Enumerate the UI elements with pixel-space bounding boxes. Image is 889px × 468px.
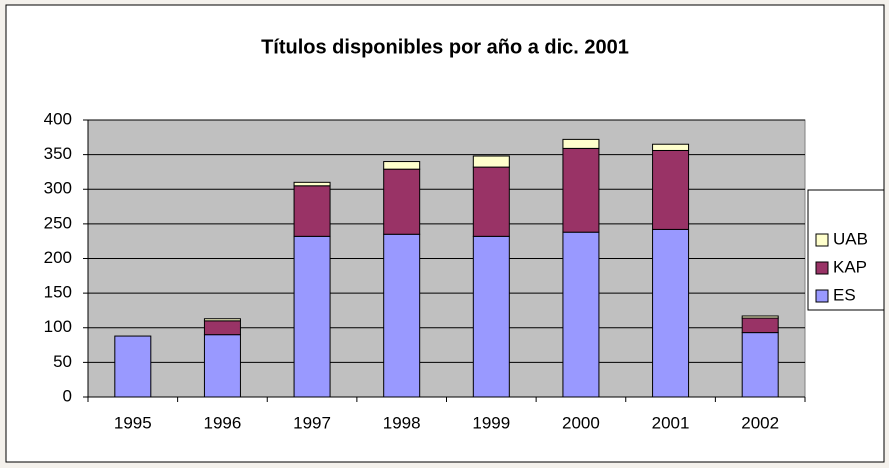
bar-segment [293, 235, 331, 398]
bar-segment [472, 155, 510, 168]
y-tick-label: 250 [44, 213, 72, 232]
bar-segment [741, 315, 779, 319]
y-tick-label: 400 [44, 109, 72, 128]
bar-segment [741, 332, 779, 398]
y-tick-label: 200 [44, 248, 72, 267]
legend-swatch [815, 261, 829, 275]
chart-title: Títulos disponibles por año a dic. 2001 [261, 36, 629, 58]
y-tick-label: 150 [44, 283, 72, 302]
bar-segment [383, 168, 421, 235]
x-tick-label: 1997 [293, 413, 331, 432]
x-tick-label: 1995 [114, 413, 152, 432]
y-tick-label: 0 [63, 386, 72, 405]
y-tick-label: 50 [53, 352, 72, 371]
bar-segment [383, 161, 421, 170]
bar-segment [472, 235, 510, 398]
x-tick-label: 2000 [562, 413, 600, 432]
y-tick-label: 300 [44, 179, 72, 198]
bar-segment [203, 320, 241, 336]
bar-segment [652, 228, 690, 398]
bar-segment [562, 138, 600, 149]
bar-segment [652, 143, 690, 151]
y-tick-label: 350 [44, 144, 72, 163]
x-tick-label: 2001 [652, 413, 690, 432]
bar-segment [293, 181, 331, 187]
bar-segment [562, 147, 600, 233]
legend-swatch [815, 233, 829, 247]
x-tick-label: 1998 [383, 413, 421, 432]
x-tick-label: 1996 [204, 413, 242, 432]
bar-segment [203, 318, 241, 322]
bar-segment [652, 149, 690, 230]
legend-label: KAP [833, 257, 867, 276]
bar-segment [472, 166, 510, 237]
legend-label: UAB [833, 229, 868, 248]
bar-segment [293, 185, 331, 237]
bar-segment [114, 335, 152, 398]
bar-segment [203, 334, 241, 398]
bar-segment [383, 233, 421, 398]
x-tick-label: 1999 [472, 413, 510, 432]
bar-segment [562, 231, 600, 398]
y-tick-label: 100 [44, 317, 72, 336]
legend-swatch [815, 289, 829, 303]
bar-segment [741, 317, 779, 334]
legend-label: ES [833, 285, 856, 304]
x-tick-label: 2002 [741, 413, 779, 432]
